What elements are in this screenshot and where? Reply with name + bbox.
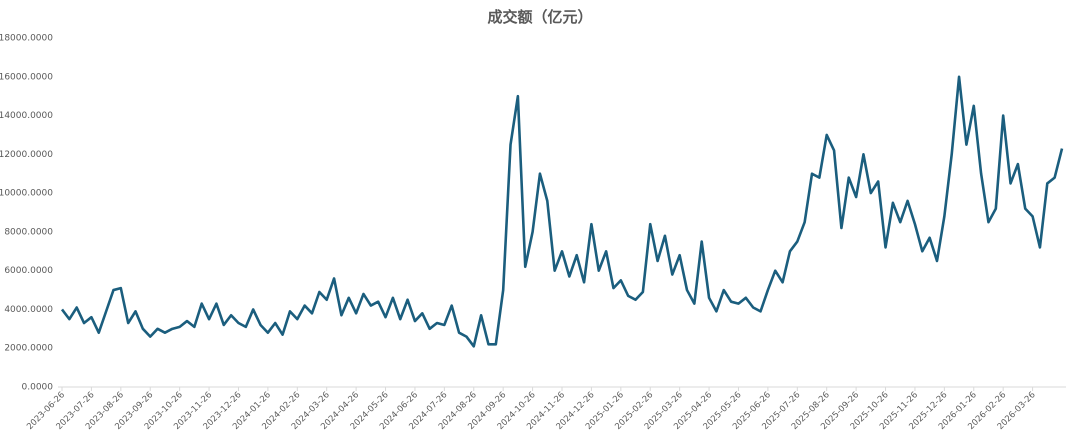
y-tick-label: 6000.0000 <box>4 266 53 276</box>
y-tick-label: 2000.0000 <box>4 344 53 354</box>
y-tick-label: 8000.0000 <box>4 227 53 237</box>
y-tick-label: 12000.0000 <box>0 150 53 160</box>
y-tick-label: 14000.0000 <box>0 111 53 121</box>
y-tick-label: 10000.0000 <box>0 189 53 199</box>
series-line <box>60 75 1064 348</box>
y-tick-label: 18000.0000 <box>0 34 53 44</box>
y-tick-label: 4000.0000 <box>4 305 53 315</box>
chart-title: 成交额（亿元） <box>487 8 592 26</box>
y-tick-label: 0.0000 <box>22 383 54 393</box>
y-tick-label: 16000.0000 <box>0 72 53 82</box>
